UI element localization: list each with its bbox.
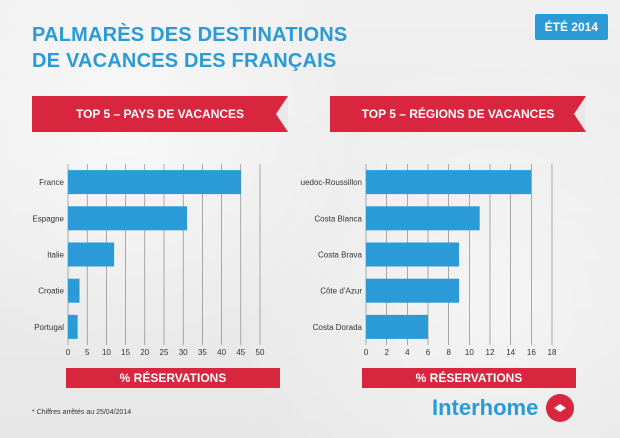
tick-label-2: 4 — [405, 348, 410, 357]
category-label-2: Italie — [47, 251, 64, 260]
tick-label-5: 25 — [160, 348, 169, 357]
footnote: * Chiffres arrêtés au 25/04/2014 — [32, 409, 132, 416]
category-label-4: Costa Dorada — [313, 323, 363, 332]
xlabel-countries: % RÉSERVATIONS — [66, 368, 280, 388]
tick-label-1: 5 — [85, 348, 90, 357]
tick-label-3: 6 — [426, 348, 431, 357]
bar-0 — [366, 170, 532, 195]
category-label-3: Côte d’Azur — [320, 287, 362, 296]
bar-4 — [366, 314, 428, 339]
tick-label-1: 2 — [384, 348, 389, 357]
tick-label-7: 35 — [198, 348, 207, 357]
category-label-0: Languedoc-Roussillon — [300, 178, 362, 187]
category-label-2: Costa Brava — [318, 251, 363, 260]
brand: Interhome — [432, 394, 575, 422]
category-label-4: Portugal — [34, 323, 64, 332]
tick-label-4: 20 — [140, 348, 149, 357]
tick-label-5: 10 — [465, 348, 474, 357]
bar-1 — [366, 206, 480, 231]
tick-label-9: 45 — [236, 348, 245, 357]
bar-2 — [366, 242, 459, 267]
tick-label-3: 15 — [121, 348, 130, 357]
tick-label-8: 16 — [527, 348, 536, 357]
bar-0 — [68, 170, 241, 195]
tick-label-8: 40 — [217, 348, 226, 357]
category-label-1: Costa Blanca — [314, 214, 362, 223]
bar-3 — [68, 278, 80, 303]
brand-name: Interhome — [432, 395, 539, 420]
page-title-line2: DE VACANCES DES FRANÇAIS — [32, 50, 337, 72]
tick-label-10: 50 — [256, 348, 265, 357]
bar-1 — [68, 206, 188, 231]
bar-4 — [68, 314, 78, 339]
page-title-line1: PALMARÈS DES DESTINATIONS — [32, 24, 348, 46]
tick-label-7: 14 — [506, 348, 515, 357]
season-badge: ÉTÉ 2014 — [534, 14, 608, 40]
interhome-logo-icon — [546, 394, 575, 422]
category-label-0: France — [39, 178, 64, 187]
xlabel-regions: % RÉSERVATIONS — [362, 368, 576, 388]
chart-title-regions: TOP 5 – RÉGIONS DE VACANCES — [330, 96, 586, 132]
tick-label-0: 0 — [66, 348, 71, 357]
chart-title-countries: TOP 5 – PAYS DE VACANCES — [32, 96, 288, 132]
bar-3 — [366, 278, 459, 303]
tick-label-4: 8 — [446, 348, 451, 357]
countries-chart: France Espagne Italie Croatie Portugal 0 5 10 15… — [32, 164, 265, 357]
tick-label-2: 10 — [102, 348, 111, 357]
page-title: PALMARÈS DES DESTINATIONS DE VACANCES DE… — [32, 22, 347, 74]
category-label-1: Espagne — [32, 214, 64, 223]
tick-label-6: 30 — [179, 348, 188, 357]
tick-label-6: 12 — [486, 348, 495, 357]
category-label-3: Croatie — [38, 287, 64, 296]
tick-label-9: 18 — [548, 348, 557, 357]
bar-2 — [68, 242, 115, 267]
regions-chart: Languedoc-Roussillon Costa Blanca Costa Br… — [300, 164, 557, 357]
tick-label-0: 0 — [364, 348, 369, 357]
